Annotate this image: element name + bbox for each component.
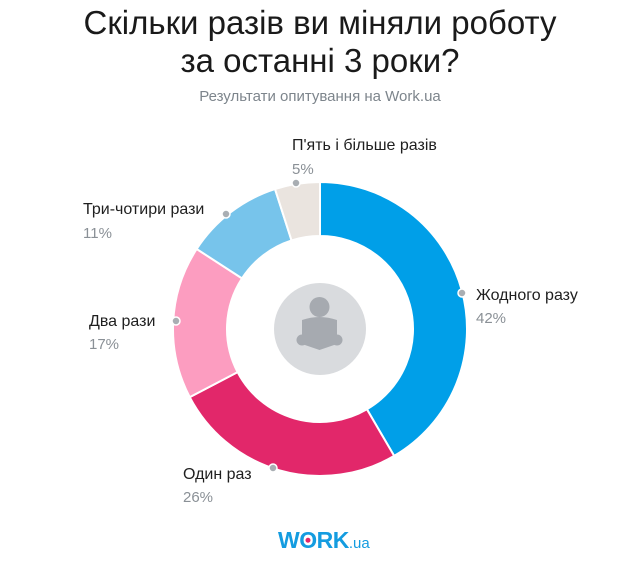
logo-rk: RK [316, 527, 350, 553]
workua-logo: WORK.ua [278, 527, 370, 557]
logo-dot [305, 537, 311, 543]
donut-segment [273, 180, 321, 242]
donut-segment [319, 180, 468, 458]
label-connector-dot [268, 463, 278, 473]
chart-title-line-1: Скільки разів ви міняли роботу [83, 4, 557, 41]
chart-title-line-2: за останні 3 роки? [180, 42, 460, 79]
label-connector-dot [291, 178, 301, 188]
label-three-four: Три-чотири рази [83, 201, 205, 218]
label-connector-dot [457, 288, 467, 298]
label-five-plus: П'ять і більше разів [292, 137, 437, 154]
logo-o: O [299, 527, 317, 553]
logo-tld: .ua [348, 535, 370, 552]
label-dots [171, 178, 467, 473]
label-twice: Два рази [89, 313, 156, 330]
donut-segment [188, 370, 396, 477]
label-none: Жодного разу [476, 287, 578, 304]
donut-segments [172, 180, 468, 477]
person-reading-book-icon [296, 297, 343, 350]
value-three-four: 11% [83, 225, 112, 242]
chart-subtitle: Результати опитування на Work.ua [199, 88, 441, 105]
label-connector-dot [171, 316, 181, 326]
label-connector-dot [221, 209, 231, 219]
label-once: Один раз [183, 466, 252, 483]
value-none: 42% [476, 310, 507, 327]
value-five-plus: 5% [292, 161, 314, 178]
value-once: 26% [183, 489, 214, 506]
logo-w: W [278, 527, 300, 553]
chart-title: Скільки разів ви міняли роботу за останн… [0, 4, 640, 80]
value-twice: 17% [89, 336, 120, 353]
